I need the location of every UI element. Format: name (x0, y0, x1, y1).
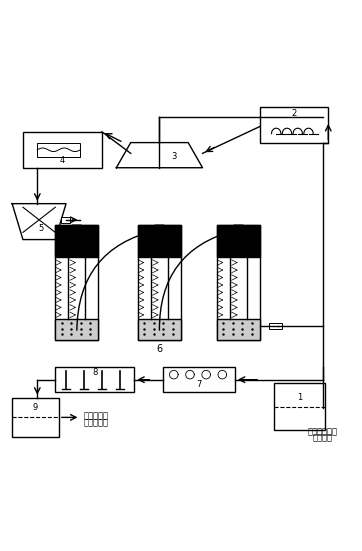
Bar (23, 132, 102, 168)
Text: 9: 9 (33, 403, 38, 412)
Text: 修复后土壤: 修复后土壤 (84, 412, 109, 421)
Bar (260, 107, 328, 143)
Text: 含氧化乐果的: 含氧化乐果的 (308, 427, 338, 436)
Text: 农田土壤: 农田土壤 (313, 434, 333, 442)
Bar (138, 225, 181, 257)
Bar (138, 225, 181, 340)
Text: 4: 4 (60, 156, 65, 165)
Polygon shape (226, 225, 251, 246)
Text: 6: 6 (156, 344, 163, 354)
Bar (138, 320, 181, 340)
Bar (55, 367, 134, 392)
Polygon shape (147, 225, 172, 246)
Text: 5: 5 (38, 224, 43, 233)
Bar (12, 398, 59, 437)
Text: 2: 2 (291, 109, 297, 117)
Bar (217, 320, 260, 340)
Bar (163, 367, 235, 392)
Bar (55, 225, 98, 257)
Polygon shape (64, 225, 90, 246)
Bar (269, 323, 282, 328)
Bar (274, 383, 325, 430)
Text: 7: 7 (196, 380, 202, 389)
Bar (217, 225, 260, 257)
Text: 1: 1 (297, 393, 302, 402)
Text: 3: 3 (171, 153, 177, 161)
Text: 8: 8 (92, 368, 97, 377)
Bar (217, 225, 260, 340)
Bar (55, 225, 98, 340)
Text: 外运再利用: 外运再利用 (84, 418, 109, 427)
Bar (37, 143, 80, 157)
Bar (55, 320, 98, 340)
Bar (61, 217, 70, 223)
